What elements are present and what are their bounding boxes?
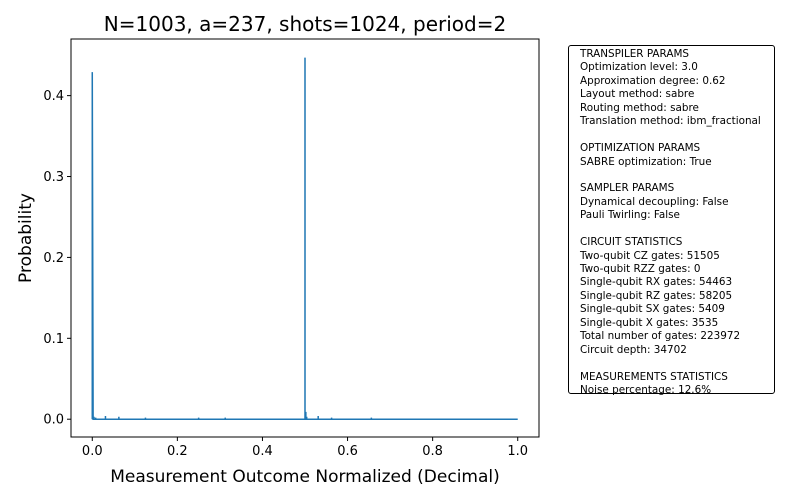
info-line: Optimization level: 3.0	[580, 61, 698, 74]
info-line: TRANSPILER PARAMS	[580, 48, 690, 60]
info-line: SABRE optimization: True	[580, 155, 712, 168]
info-line: Approximation degree: 0.62	[580, 74, 726, 87]
info-line: Single-qubit RX gates: 54463	[580, 276, 733, 289]
info-line: Single-qubit X gates: 3535	[580, 316, 719, 329]
info-line: Translation method: ibm_fractional	[580, 115, 761, 128]
info-line: Circuit depth: 34702	[580, 343, 687, 356]
info-line	[580, 223, 774, 236]
x-tick-label: 0.6	[337, 444, 358, 459]
x-tick-label: 0.4	[252, 444, 273, 459]
y-tick-label: 0.1	[43, 332, 64, 347]
x-tick-label: 0.8	[422, 444, 443, 459]
x-tick-label: 0.2	[167, 444, 188, 459]
info-line: SAMPLER PARAMS	[580, 182, 675, 195]
x-axis: 0.0 0.2 0.4 0.6 0.8 1.0	[82, 437, 528, 459]
info-line: Single-qubit RZ gates: 58205	[580, 289, 733, 302]
info-line: Total number of gates: 223972	[580, 330, 741, 343]
info-line: Two-qubit RZZ gates: 0	[580, 263, 701, 275]
y-tick-label: 0.4	[43, 89, 64, 104]
plot-frame	[70, 38, 540, 438]
info-line: Pauli Twirling: False	[580, 209, 680, 222]
y-tick-label: 0.0	[43, 413, 64, 428]
y-tick-label: 0.3	[43, 170, 64, 185]
parameters-info-box: TRANSPILER PARAMS Optimization level: 3.0…	[568, 45, 775, 396]
info-line: Routing method: sabre	[580, 101, 699, 114]
y-tick-label: 0.2	[43, 251, 64, 266]
info-line: Single-qubit SX gates: 5409	[580, 303, 725, 316]
info-line: Dynamical decoupling: False	[580, 195, 729, 208]
info-line: OPTIMIZATION PARAMS	[580, 142, 701, 155]
info-line: CIRCUIT STATISTICS	[580, 236, 683, 249]
info-line: Noise percentage: 12.6%	[580, 383, 712, 396]
x-tick-label: 1.0	[507, 444, 528, 459]
info-line: Two-qubit CZ gates: 51505	[580, 249, 720, 262]
probability-series-line	[91, 57, 518, 420]
info-line: Layout method: sabre	[580, 88, 695, 101]
chart-title: N=1003, a=237, shots=1024, period=2	[104, 12, 506, 36]
y-axis: 0.0 0.1 0.2 0.3 0.4	[43, 89, 71, 428]
info-line	[580, 129, 774, 142]
x-axis-label: Measurement Outcome Normalized (Decimal)	[110, 467, 500, 487]
info-line: MEASUREMENTS STATISTICS	[580, 370, 728, 383]
info-line	[580, 357, 774, 370]
info-line	[580, 169, 774, 182]
y-axis-label: Probability	[16, 193, 36, 283]
x-tick-label: 0.0	[82, 444, 103, 459]
